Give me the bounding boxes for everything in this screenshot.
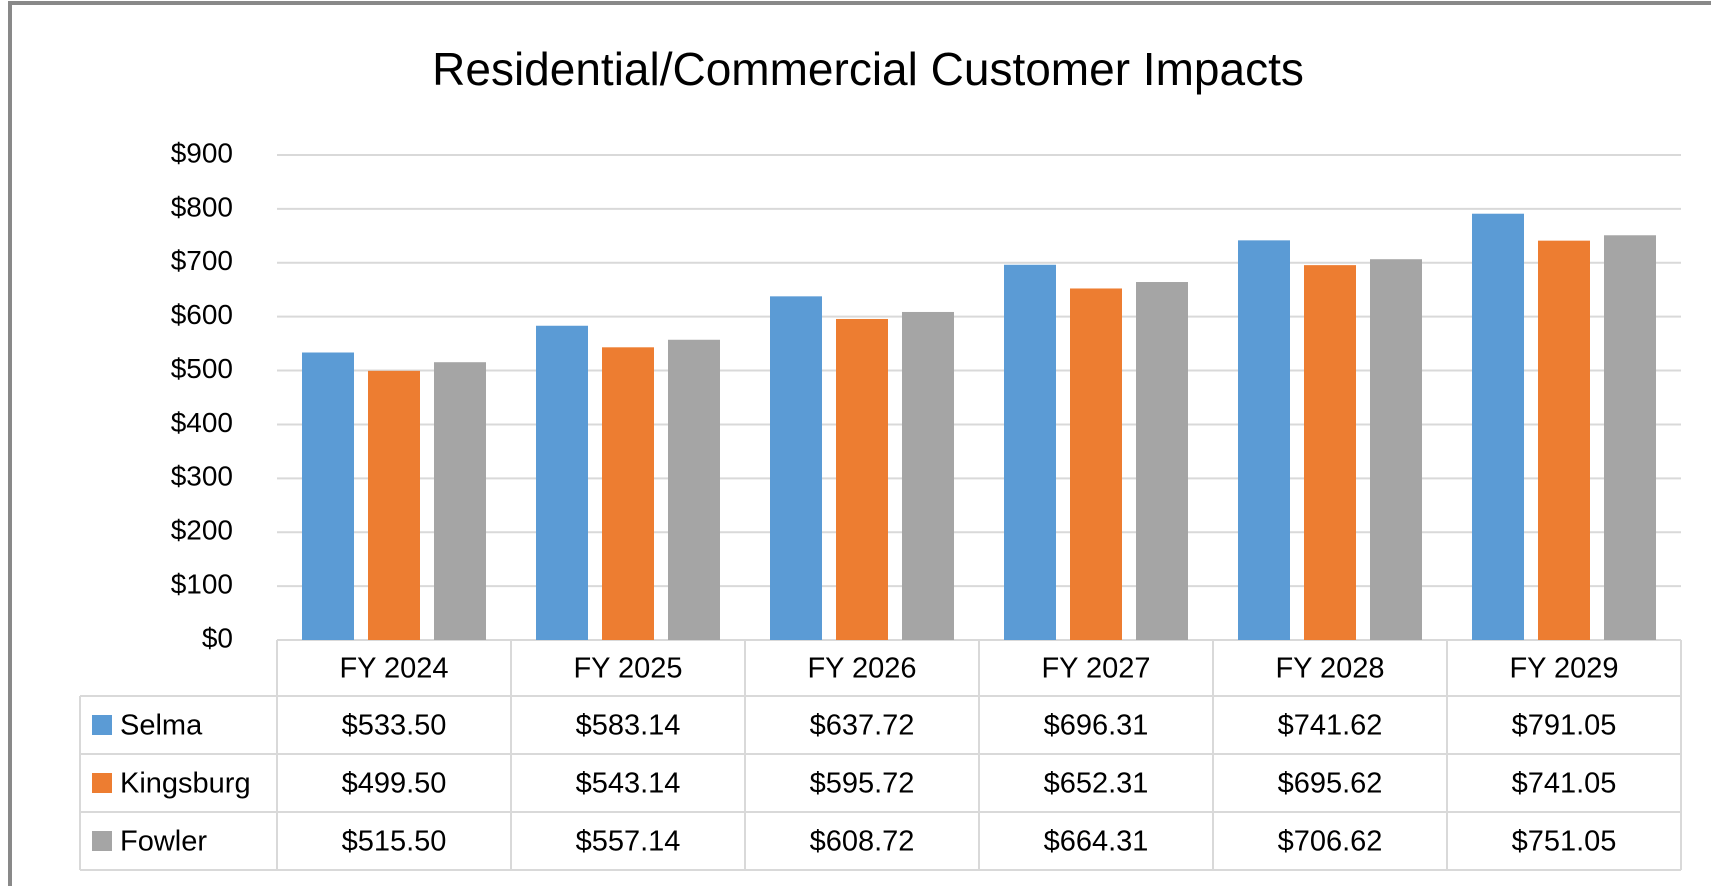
- bar: [1604, 235, 1656, 640]
- bar: [1238, 240, 1290, 640]
- y-tick-label: $400: [171, 407, 233, 438]
- y-tick-label: $800: [171, 191, 233, 222]
- bar: [302, 352, 354, 640]
- bar: [1304, 265, 1356, 640]
- table-value: $543.14: [576, 768, 681, 800]
- bar: [434, 362, 486, 640]
- y-tick-label: $0: [202, 622, 233, 653]
- x-tick-label: FY 2027: [1041, 653, 1150, 685]
- bar: [1070, 288, 1122, 640]
- bar: [602, 347, 654, 640]
- bar: [902, 311, 954, 640]
- table-value: $741.05: [1512, 768, 1617, 800]
- table-value: $791.05: [1512, 710, 1617, 742]
- bar: [1370, 259, 1422, 640]
- table-value: $557.14: [576, 826, 681, 858]
- table-value: $751.05: [1512, 826, 1617, 858]
- legend-swatch: [92, 715, 112, 735]
- y-tick-label: $500: [171, 353, 233, 384]
- bar: [1472, 213, 1524, 640]
- x-tick-label: FY 2028: [1275, 653, 1384, 685]
- legend-label: Kingsburg: [120, 768, 251, 800]
- table-value: $515.50: [342, 826, 447, 858]
- table-value: $741.62: [1278, 710, 1383, 742]
- y-tick-label: $100: [171, 569, 233, 600]
- table-value: $499.50: [342, 768, 447, 800]
- x-tick-label: FY 2025: [573, 653, 682, 685]
- legend-label: Selma: [120, 710, 203, 742]
- bar: [1538, 240, 1590, 641]
- bar: [770, 296, 822, 640]
- table-value: $637.72: [810, 710, 915, 742]
- table-value: $652.31: [1044, 768, 1149, 800]
- table-value: $595.72: [810, 768, 915, 800]
- legend-label: Fowler: [120, 826, 207, 858]
- table-value: $608.72: [810, 826, 915, 858]
- y-tick-label: $700: [171, 245, 233, 276]
- bar: [1136, 282, 1188, 640]
- bar: [368, 370, 420, 640]
- bar: [536, 325, 588, 640]
- y-tick-label: $600: [171, 299, 233, 330]
- x-tick-label: FY 2026: [807, 653, 916, 685]
- table-value: $695.62: [1278, 768, 1383, 800]
- y-tick-label: $900: [171, 137, 233, 168]
- table-value: $583.14: [576, 710, 681, 742]
- y-tick-label: $300: [171, 461, 233, 492]
- table-value: $696.31: [1044, 710, 1149, 742]
- table-value: $706.62: [1278, 826, 1383, 858]
- bar: [668, 339, 720, 640]
- bar: [836, 318, 888, 640]
- y-tick-label: $200: [171, 515, 233, 546]
- x-tick-label: FY 2024: [339, 653, 448, 685]
- bar: [1004, 264, 1056, 640]
- x-tick-label: FY 2029: [1509, 653, 1618, 685]
- chart-title: Residential/Commercial Customer Impacts: [432, 43, 1304, 95]
- legend-swatch: [92, 831, 112, 851]
- legend-swatch: [92, 773, 112, 793]
- table-value: $664.31: [1044, 826, 1149, 858]
- table-value: $533.50: [342, 710, 447, 742]
